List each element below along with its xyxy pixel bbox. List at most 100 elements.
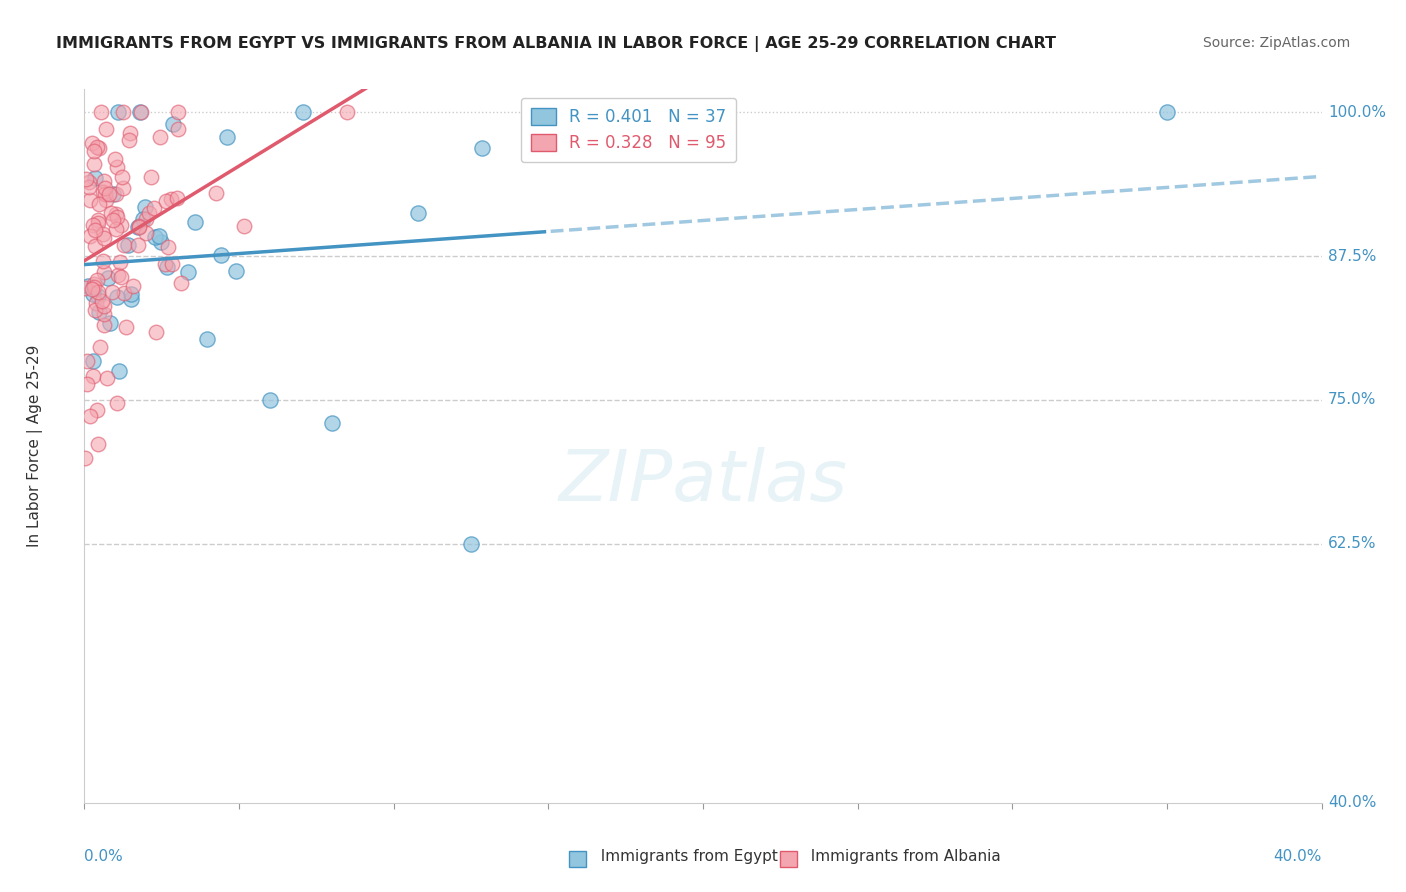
Point bbox=[93, 299, 115, 313]
Point bbox=[89, 340, 111, 354]
Point bbox=[149, 129, 172, 144]
Text: 40.0%: 40.0% bbox=[1327, 796, 1376, 810]
Text: 62.5%: 62.5% bbox=[1327, 536, 1376, 551]
Point bbox=[105, 160, 128, 174]
Point bbox=[84, 303, 107, 318]
Point bbox=[91, 254, 114, 268]
Point bbox=[166, 122, 188, 136]
Point bbox=[87, 216, 110, 230]
Point bbox=[86, 273, 108, 287]
Point bbox=[86, 296, 108, 310]
Point bbox=[77, 180, 100, 194]
Point bbox=[132, 212, 155, 227]
Point bbox=[118, 126, 141, 140]
Point bbox=[82, 287, 104, 301]
Text: 0.0%: 0.0% bbox=[84, 849, 124, 863]
Point bbox=[128, 219, 150, 233]
Point bbox=[75, 280, 97, 294]
Point bbox=[108, 255, 131, 269]
Point bbox=[93, 186, 115, 201]
Point bbox=[127, 220, 149, 235]
Point bbox=[112, 285, 135, 300]
Text: 75.0%: 75.0% bbox=[1327, 392, 1376, 408]
Text: Source: ZipAtlas.com: Source: ZipAtlas.com bbox=[1202, 36, 1350, 50]
Point bbox=[91, 227, 114, 242]
Point bbox=[114, 320, 136, 334]
Point bbox=[79, 175, 101, 189]
Point bbox=[157, 240, 180, 254]
Point bbox=[83, 280, 105, 294]
Point bbox=[96, 371, 118, 385]
Point bbox=[128, 105, 150, 120]
Point bbox=[93, 318, 115, 333]
Point bbox=[105, 396, 128, 410]
Point bbox=[166, 105, 188, 120]
Legend: R = 0.401   N = 37, R = 0.328   N = 95: R = 0.401 N = 37, R = 0.328 N = 95 bbox=[522, 97, 737, 162]
Point bbox=[406, 205, 429, 219]
Point bbox=[80, 283, 103, 297]
Point bbox=[117, 238, 139, 252]
Point bbox=[104, 221, 127, 235]
Text: In Labor Force | Age 25-29: In Labor Force | Age 25-29 bbox=[27, 345, 42, 547]
Point bbox=[108, 363, 131, 377]
Point bbox=[93, 174, 115, 188]
Point bbox=[93, 307, 115, 321]
Point bbox=[87, 437, 110, 451]
Point bbox=[83, 144, 105, 158]
Point bbox=[76, 376, 98, 391]
Point bbox=[131, 105, 153, 120]
Point bbox=[96, 193, 118, 207]
Text: 40.0%: 40.0% bbox=[1274, 849, 1322, 863]
Point bbox=[87, 289, 110, 303]
Point bbox=[127, 238, 149, 252]
Point bbox=[91, 185, 114, 199]
Point bbox=[110, 218, 132, 232]
Point bbox=[93, 265, 115, 279]
Point bbox=[75, 172, 97, 186]
Point bbox=[291, 105, 314, 120]
Point bbox=[87, 196, 110, 211]
Point bbox=[134, 200, 156, 214]
Point bbox=[177, 265, 200, 279]
Point bbox=[83, 157, 105, 171]
Point bbox=[79, 228, 101, 243]
Point bbox=[142, 202, 165, 216]
Text: Immigrants from Egypt: Immigrants from Egypt bbox=[591, 849, 778, 863]
Point bbox=[156, 260, 179, 275]
Point bbox=[101, 213, 124, 227]
Point bbox=[112, 180, 135, 194]
Point bbox=[1156, 105, 1178, 120]
Point bbox=[166, 191, 188, 205]
Point bbox=[259, 392, 281, 407]
Point bbox=[83, 277, 105, 292]
Point bbox=[90, 105, 112, 120]
Point bbox=[160, 257, 183, 271]
Point bbox=[87, 285, 110, 299]
Point bbox=[79, 193, 101, 207]
Point bbox=[138, 206, 160, 220]
Point bbox=[79, 409, 101, 423]
Point bbox=[209, 248, 232, 262]
Point bbox=[215, 130, 238, 145]
Point bbox=[205, 186, 228, 200]
Point bbox=[84, 171, 107, 186]
Point bbox=[135, 226, 157, 240]
Text: Immigrants from Albania: Immigrants from Albania bbox=[801, 849, 1001, 863]
Point bbox=[90, 293, 112, 308]
Point bbox=[153, 257, 176, 271]
Point bbox=[104, 152, 127, 166]
Point bbox=[84, 238, 107, 252]
Point bbox=[184, 215, 207, 229]
Point bbox=[105, 210, 128, 224]
Point bbox=[76, 354, 98, 368]
Point bbox=[110, 270, 132, 285]
Point bbox=[98, 186, 121, 201]
Text: ZIPatlas: ZIPatlas bbox=[558, 447, 848, 516]
Point bbox=[321, 416, 343, 430]
Point bbox=[170, 276, 193, 290]
Point bbox=[160, 192, 183, 206]
Point bbox=[75, 451, 97, 466]
Point bbox=[82, 353, 104, 368]
Point bbox=[143, 230, 166, 244]
Point bbox=[82, 218, 104, 232]
